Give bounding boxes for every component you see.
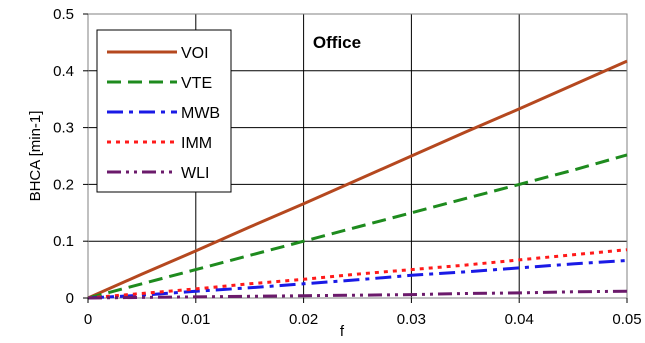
x-tick-label: 0.01 xyxy=(181,311,210,328)
x-tick-label: 0.04 xyxy=(505,311,534,328)
x-tick-label: 0.03 xyxy=(397,311,426,328)
legend-label-imm: IMM xyxy=(181,135,212,152)
y-tick-labels: 0 0.1 0.2 0.3 0.4 0.5 xyxy=(53,6,88,307)
y-tick-label: 0 xyxy=(66,290,74,307)
y-tick-label: 0.3 xyxy=(53,120,74,137)
x-axis-label: f xyxy=(340,323,345,340)
legend-label-voi: VOI xyxy=(181,45,209,62)
series-line-wli xyxy=(87,289,628,300)
legend: VOI VTE MWB IMM WLI xyxy=(96,29,232,193)
series-line-mwb xyxy=(87,259,628,300)
x-tick-label: 0.05 xyxy=(612,311,641,328)
series-line-imm xyxy=(87,248,628,300)
x-tick-label: 0.02 xyxy=(289,311,318,328)
legend-label-mwb: MWB xyxy=(181,105,220,122)
chart-title: Office xyxy=(313,33,361,52)
legend-label-vte: VTE xyxy=(181,75,212,92)
legend-label-wli: WLI xyxy=(181,165,209,182)
series-line-vte xyxy=(87,153,628,300)
y-tick-label: 0.2 xyxy=(53,176,74,193)
y-tick-label: 0.4 xyxy=(53,63,74,80)
series-layer xyxy=(87,59,628,300)
y-axis-label: BHCA [min-1] xyxy=(27,111,44,202)
series-line-voi xyxy=(87,59,628,300)
y-tick-label: 0.5 xyxy=(53,6,74,23)
y-tick-label: 0.1 xyxy=(53,233,74,250)
x-tick-labels: 0 0.01 0.02 0.03 0.04 0.05 xyxy=(84,298,642,328)
x-tick-label: 0 xyxy=(84,311,92,328)
